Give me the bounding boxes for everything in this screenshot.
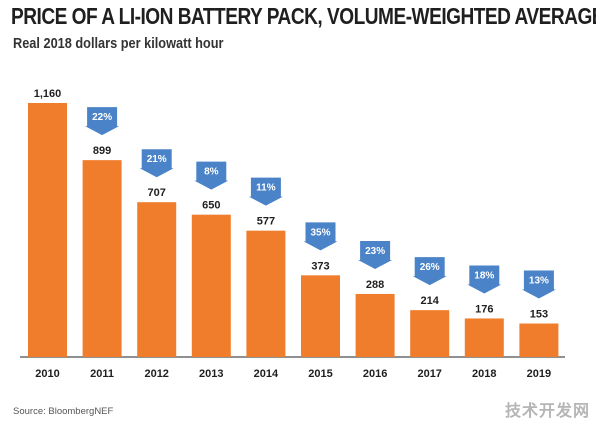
down-arrow-icon: [467, 265, 502, 294]
bar-2012: [137, 202, 177, 357]
x-tick-label-2012: 2012: [144, 368, 168, 380]
change-label-2013: 8%: [204, 167, 219, 178]
down-arrow-icon: [194, 161, 229, 190]
value-label-2017: 214: [421, 295, 440, 307]
change-arrow-2018: 18%: [467, 265, 502, 294]
value-label-2019: 153: [530, 308, 548, 320]
bar-2018: [464, 318, 504, 357]
change-arrow-2011: 22%: [85, 107, 120, 136]
watermark-logo: 技术开发网: [504, 401, 590, 420]
change-arrow-2014: 11%: [248, 177, 283, 206]
x-tick-label-2018: 2018: [472, 368, 496, 380]
value-label-2015: 373: [311, 260, 329, 272]
down-arrow-icon: [303, 222, 338, 251]
down-arrow-icon: [139, 149, 174, 178]
change-arrow-2013: 8%: [194, 161, 229, 190]
x-tick-label-2016: 2016: [363, 368, 387, 380]
bar-2019: [519, 323, 559, 357]
change-label-2018: 18%: [474, 270, 494, 281]
change-arrow-2016: 23%: [358, 240, 393, 269]
bar-2013: [191, 214, 231, 357]
change-label-2016: 23%: [365, 246, 385, 257]
value-label-2016: 288: [366, 279, 384, 291]
x-tick-label-2017: 2017: [417, 368, 441, 380]
x-tick-label-2011: 2011: [90, 368, 114, 380]
change-label-2017: 26%: [420, 262, 440, 273]
value-label-2011: 899: [93, 145, 111, 157]
source-note: Source: BloombergNEF: [13, 406, 114, 417]
chart-title: PRICE OF A LI-ION BATTERY PACK, VOLUME-W…: [11, 3, 596, 29]
bar-2015: [301, 275, 340, 357]
change-arrow-2012: 21%: [139, 149, 174, 178]
change-label-2015: 35%: [310, 227, 330, 238]
down-arrow-icon: [248, 177, 283, 206]
bar-group: [28, 103, 559, 357]
value-label-2014: 577: [257, 216, 275, 228]
bar-2014: [246, 230, 286, 357]
change-label-2011: 22%: [92, 112, 112, 123]
x-tick-label-2013: 2013: [199, 368, 223, 380]
value-label-2010: 1,160: [34, 88, 62, 100]
x-tick-label-2015: 2015: [308, 368, 332, 380]
value-label-2013: 650: [202, 200, 220, 212]
change-arrow-2017: 26%: [412, 257, 447, 286]
down-arrow-icon: [521, 270, 556, 299]
down-arrow-icon: [358, 240, 393, 269]
bar-2017: [410, 310, 450, 357]
change-arrow-2015: 35%: [303, 222, 338, 251]
bar-2016: [355, 293, 395, 357]
bar-2010: [28, 103, 67, 357]
down-arrow-icon: [412, 257, 447, 286]
change-label-2019: 13%: [529, 275, 549, 286]
change-label-2012: 21%: [147, 154, 167, 165]
x-tick-label-group: 2010 2011 2012 2013 2014 2015 2016 2017 2018 2019: [35, 368, 551, 380]
value-label-group: 1,160 899 707 650 577 373 288 214 176 153: [34, 88, 548, 320]
chart-subtitle: Real 2018 dollars per kilowatt hour: [13, 35, 224, 52]
x-tick-label-2014: 2014: [254, 368, 279, 380]
down-arrow-icon: [85, 107, 120, 136]
bar-2011: [82, 160, 122, 357]
value-label-2012: 707: [148, 187, 166, 199]
change-arrow-2019: 13%: [521, 270, 556, 299]
x-tick-label-2010: 2010: [35, 368, 59, 380]
value-label-2018: 176: [475, 303, 493, 315]
change-label-2014: 11%: [256, 183, 276, 194]
x-tick-label-2019: 2019: [527, 368, 551, 380]
change-arrow-group: 22% 21% 8% 11% 35% 23% 26% 18% 13%: [85, 107, 556, 299]
